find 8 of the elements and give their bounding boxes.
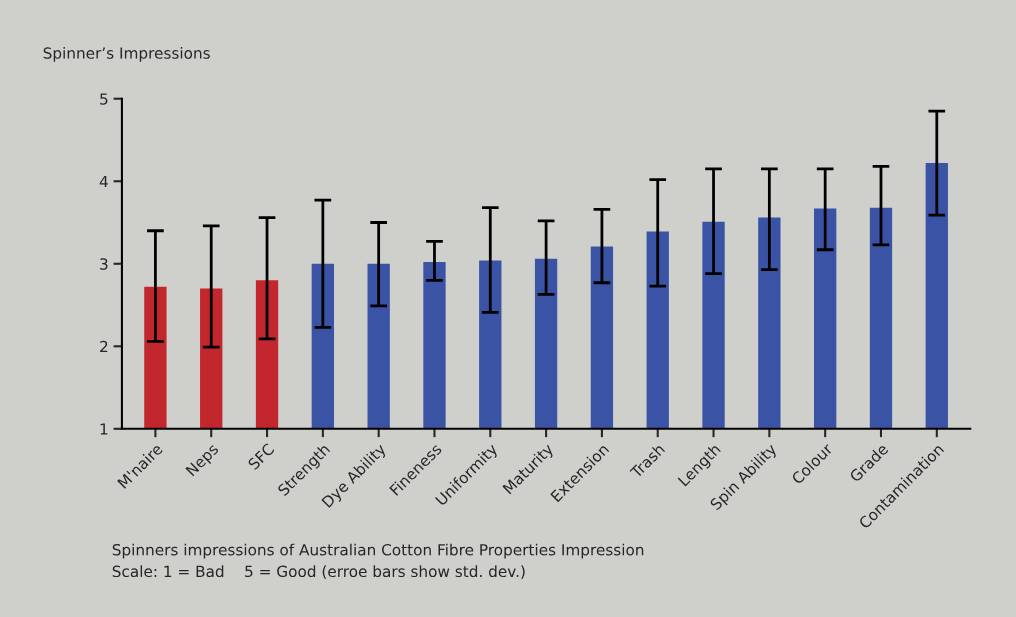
y-tick-label: 1 <box>100 423 108 435</box>
y-tick-label: 3 <box>100 258 108 270</box>
y-tick-label: 4 <box>99 175 108 188</box>
y-tick-label: 5 <box>100 93 108 105</box>
text: Spinners impressions of Australian Cotton Fibre Properties Impression <box>112 543 644 559</box>
y-tick-label: 2 <box>100 340 108 353</box>
text: Scale: 1 = Bad 5 = Good (erroe bars show std. dev.) <box>112 565 525 579</box>
y-axis-title: Spinner’s Impressions <box>43 47 210 62</box>
